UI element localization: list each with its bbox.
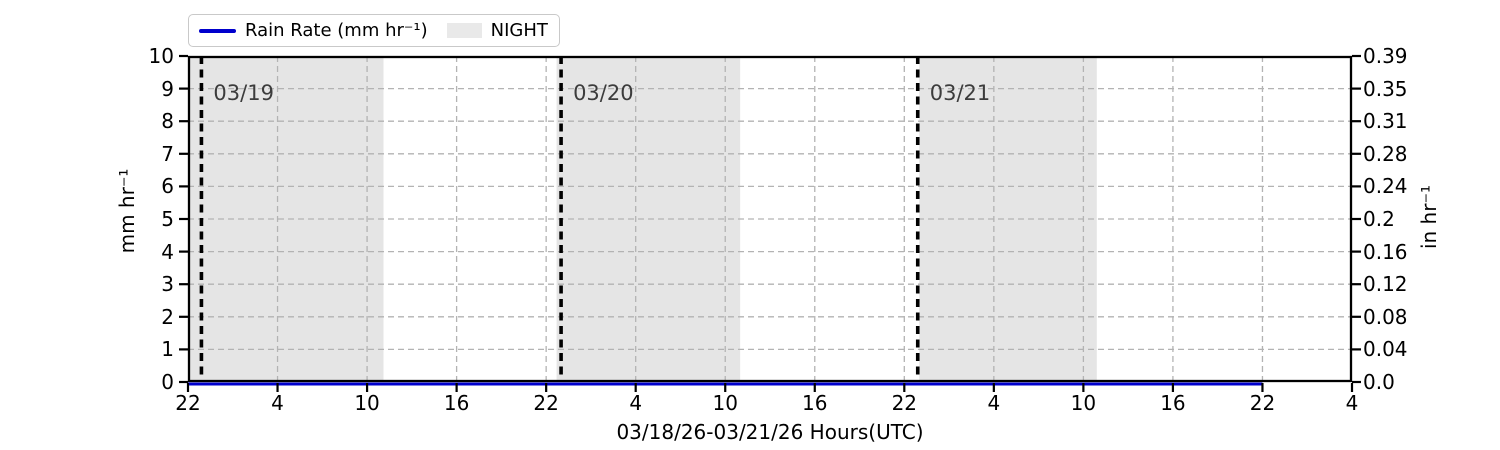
y-tick-label-left: 6: [161, 174, 174, 199]
x-tick-label: 4: [987, 391, 1001, 415]
night-patch-swatch: [446, 23, 482, 38]
x-axis-label: 03/18/26-03/21/26 Hours(UTC): [616, 420, 924, 444]
y-tick-label-left: 1: [161, 337, 174, 362]
y-tick-label-right: 0.35: [1363, 76, 1408, 101]
legend: Rain Rate (mm hr⁻¹) NIGHT: [188, 14, 560, 47]
x-tick-label: 22: [175, 391, 201, 415]
y-tick-label-right: 0.08: [1363, 304, 1408, 329]
x-tick-label: 16: [802, 391, 828, 415]
x-tick-label: 22: [1249, 391, 1276, 415]
y-axis-label-left: mm hr⁻¹: [115, 168, 139, 254]
legend-item-night: NIGHT: [446, 20, 548, 41]
y-tick-label-left: 4: [161, 239, 174, 264]
x-tick-label: 10: [1070, 391, 1097, 415]
y-tick-label-left: 3: [161, 272, 174, 297]
legend-item-rain-rate: Rain Rate (mm hr⁻¹): [199, 20, 428, 41]
y-tick-label-right: 0.24: [1363, 174, 1408, 199]
y-tick-label-left: 5: [161, 207, 174, 231]
x-tick-label: 4: [271, 391, 284, 415]
date-annotation: 03/19: [213, 81, 274, 105]
y-tick-label-left: 0: [161, 370, 174, 394]
x-tick-label: 16: [1160, 391, 1186, 415]
y-tick-label-left: 2: [161, 304, 174, 329]
legend-label-rain-rate: Rain Rate (mm hr⁻¹): [245, 20, 428, 41]
y-tick-label-right: 0.12: [1363, 272, 1408, 297]
y-tick-label-left: 8: [161, 109, 174, 134]
x-tick-label: 16: [443, 391, 470, 415]
x-tick-label: 10: [354, 391, 380, 415]
y-tick-label-right: 0.04: [1363, 337, 1408, 362]
x-tick-label: 22: [533, 391, 559, 415]
y-tick-label-left: 7: [161, 141, 174, 166]
x-tick-label: 10: [712, 391, 738, 415]
axes-border: [187, 55, 1353, 383]
date-annotation: 03/20: [573, 81, 634, 105]
y-tick-label-right: 0.28: [1363, 141, 1408, 166]
y-tick-label-left: 9: [161, 76, 174, 101]
x-tick-label: 4: [629, 391, 643, 415]
x-tick-label: 4: [1345, 391, 1359, 415]
x-tick-label: 22: [891, 391, 918, 415]
y-tick-label-right: 0.2: [1363, 207, 1395, 231]
legend-label-night: NIGHT: [490, 20, 548, 41]
y-tick-label-right: 0.31: [1363, 109, 1408, 134]
rain-rate-line-swatch: [199, 28, 236, 33]
y-tick-label-right: 0.0: [1363, 370, 1395, 394]
date-annotation: 03/21: [929, 81, 991, 105]
y-tick-label-right: 0.39: [1363, 44, 1408, 68]
y-tick-label-right: 0.16: [1363, 239, 1408, 264]
y-axis-label-right: in hr⁻¹: [1417, 184, 1441, 250]
y-tick-label-left: 10: [148, 44, 174, 68]
